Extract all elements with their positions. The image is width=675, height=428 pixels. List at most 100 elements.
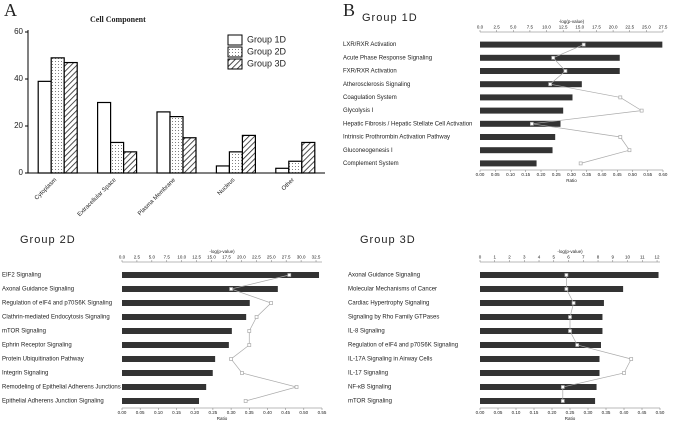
- x-tick-label: Nucleus: [217, 177, 237, 197]
- category-label: Axonal Guidance Signaling: [2, 287, 74, 293]
- bar: [480, 107, 564, 114]
- category-label: Ephrin Receptor Signaling: [2, 343, 72, 349]
- x2-tick-label: 7.5: [527, 25, 534, 30]
- x-tick-label: 0.20: [537, 172, 546, 177]
- category-label: Signaling by Rho Family GTPases: [348, 315, 439, 321]
- bar: [122, 328, 232, 334]
- bar: [122, 342, 229, 348]
- x2-tick-label: 5.0: [510, 25, 517, 30]
- bar: [122, 356, 216, 362]
- x2-tick-label: 20.0: [237, 255, 246, 260]
- y-tick-label: 0: [19, 168, 24, 177]
- chart-title: Group 3D: [360, 234, 416, 246]
- ratio-marker: [618, 95, 623, 100]
- x-tick-label: 0.40: [263, 410, 272, 415]
- x-tick-label: Cytoplasm: [34, 177, 58, 201]
- category-label: Clathrin-mediated Endocytosis Signaling: [2, 315, 110, 321]
- x-tick-label: 0.55: [643, 172, 652, 177]
- x2-tick-label: 32.5: [312, 255, 321, 260]
- bar: [480, 342, 601, 348]
- x2-tick-label: 10.0: [177, 255, 186, 260]
- ratio-marker: [629, 357, 634, 361]
- x-tick-label: 0.35: [582, 172, 591, 177]
- x2-tick-label: 15.0: [207, 255, 216, 260]
- ratio-marker: [229, 357, 233, 361]
- category-label: mTOR Signaling: [348, 399, 392, 405]
- x2-tick-label: 12: [655, 255, 661, 260]
- category-label: Intrinsic Prothrombin Activation Pathway: [343, 135, 450, 141]
- ratio-marker: [575, 343, 580, 347]
- category-label: Axonal Guidance Signaling: [348, 273, 420, 279]
- x-tick-label: 0.20: [190, 410, 199, 415]
- x-axis-label: Ratio: [566, 178, 577, 183]
- x-tick-label: 0.45: [613, 172, 622, 177]
- x-tick-label: 0.45: [638, 410, 647, 415]
- x-tick-label: 0.25: [566, 410, 575, 415]
- x-tick-label: 0.15: [530, 410, 539, 415]
- category-label: Hepatic Fibrosis / Hepatic Stellate Cell…: [343, 121, 472, 127]
- ratio-marker: [240, 371, 244, 375]
- bar: [122, 384, 207, 390]
- x2-tick-label: 27.5: [659, 25, 668, 30]
- ratio-marker: [568, 329, 572, 333]
- category-label: Molecular Mechanisms of Cancer: [348, 287, 437, 293]
- chart-title: Group 1D: [362, 12, 418, 24]
- x-tick-label: 0.35: [602, 410, 611, 415]
- bar: [96, 101, 112, 174]
- category-label: Coagulation System: [343, 95, 397, 101]
- legend-swatch: [227, 46, 243, 58]
- x2-tick-label: 2.5: [494, 25, 501, 30]
- x-axis-label: Ratio: [565, 416, 576, 421]
- ratio-marker: [571, 301, 576, 305]
- x2-tick-label: 2.5: [134, 255, 141, 260]
- ratio-marker: [622, 371, 626, 375]
- category-label: Integrin Signaling: [2, 371, 48, 377]
- ratio-marker: [627, 148, 632, 153]
- category-label: Complement System: [343, 161, 399, 167]
- x2-tick-label: 25.0: [267, 255, 276, 260]
- x-tick-label: 0.40: [620, 410, 629, 415]
- x-tick-label: 0.00: [118, 410, 127, 415]
- category-label: FXR/RXR Activation: [343, 69, 397, 75]
- x2-tick-label: 12.5: [559, 25, 568, 30]
- bar: [480, 328, 603, 334]
- bar: [122, 398, 200, 404]
- legend-label: Group 3D: [247, 58, 287, 68]
- category-label: Glycolysis I: [343, 108, 374, 114]
- bar: [480, 314, 603, 320]
- x-tick-label: 0.05: [494, 410, 503, 415]
- legend-swatch: [227, 34, 243, 46]
- ratio-marker: [551, 55, 556, 60]
- ratio-marker: [564, 287, 569, 291]
- x2-tick-label: 8: [597, 255, 600, 260]
- x2-tick-label: 27.5: [282, 255, 291, 260]
- category-label: IL-8 Signaling: [348, 329, 385, 335]
- ratio-marker: [247, 343, 252, 347]
- bar: [50, 57, 65, 174]
- bar: [288, 160, 303, 174]
- x2-tick-label: 30.0: [297, 255, 306, 260]
- x-tick-label: 0.10: [512, 410, 521, 415]
- x2-axis-label: -log(p-value): [209, 249, 235, 254]
- category-label: Protein Ubiquitination Pathway: [2, 357, 84, 363]
- bar: [480, 54, 620, 61]
- x2-tick-label: 12.5: [192, 255, 201, 260]
- category-label: Regulation of eIF4 and p70S6K Signaling: [348, 343, 458, 349]
- bar: [480, 356, 600, 362]
- category-label: IL-17A Signaling in Airway Cells: [348, 357, 432, 363]
- x2-tick-label: 10.0: [542, 25, 551, 30]
- bar: [480, 370, 600, 376]
- ratio-marker: [568, 315, 572, 319]
- bar: [122, 370, 213, 376]
- x-tick-label: 0.10: [154, 410, 163, 415]
- x2-tick-label: 11: [640, 255, 645, 260]
- ratio-marker: [529, 121, 534, 126]
- y-tick-label: 60: [14, 27, 23, 36]
- ratio-marker: [548, 82, 553, 87]
- chart-title: Group 2D: [20, 234, 76, 246]
- x2-tick-label: 7: [582, 255, 585, 260]
- bar: [122, 272, 320, 278]
- ratio-marker: [618, 135, 623, 139]
- x2-tick-label: 22.5: [625, 25, 634, 30]
